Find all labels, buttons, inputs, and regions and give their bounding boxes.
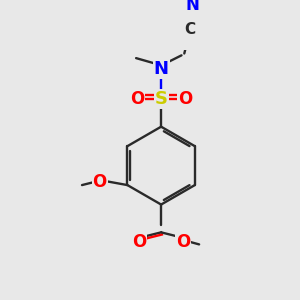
Text: C: C — [184, 22, 195, 37]
Text: N: N — [154, 60, 169, 78]
Text: O: O — [176, 233, 190, 251]
Text: O: O — [132, 233, 146, 251]
Text: O: O — [92, 173, 107, 191]
Text: S: S — [154, 90, 168, 108]
Text: O: O — [178, 90, 192, 108]
Text: O: O — [130, 90, 144, 108]
Text: N: N — [186, 0, 200, 14]
